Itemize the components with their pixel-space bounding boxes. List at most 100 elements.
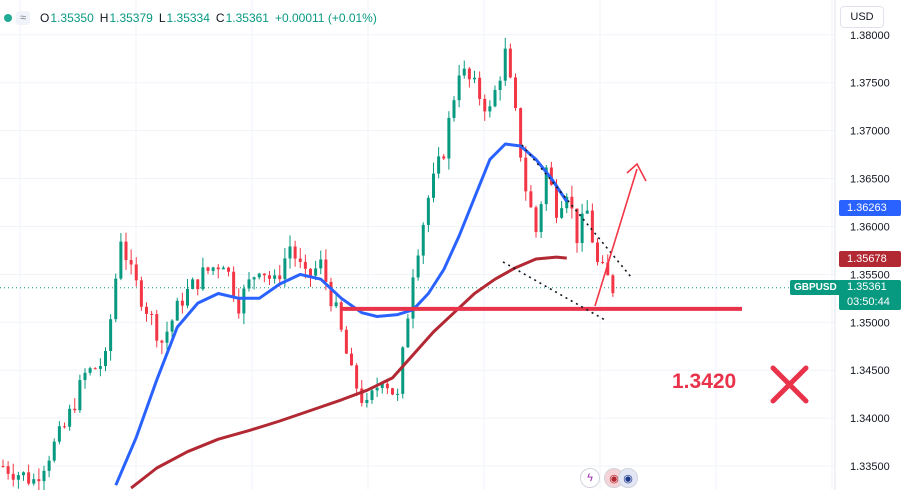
forecast-arrow-head	[626, 162, 647, 182]
candle-body	[257, 273, 261, 278]
high-value: 1.35379	[109, 11, 153, 25]
candle-body	[119, 241, 123, 279]
bar-countdown: 03:50:44	[847, 296, 890, 308]
candle-body	[462, 68, 466, 76]
candle-body	[503, 48, 507, 81]
candle-body	[268, 275, 271, 279]
indicator-toggle-button[interactable]: ≈	[16, 11, 31, 25]
candle-body	[83, 372, 87, 381]
currency-button[interactable]: USD	[840, 6, 884, 28]
candle-body	[524, 157, 528, 192]
candle-body	[575, 208, 579, 244]
ohlc-legend: ≈ O 1.35350 H 1.35379 L 1.35334 C 1.35361 +0…	[4, 9, 377, 27]
candle-body	[1, 466, 5, 468]
candle-body	[508, 48, 512, 78]
candle-body	[406, 318, 410, 348]
candle-body	[514, 77, 517, 109]
candle-body	[180, 300, 184, 306]
candle-body	[442, 156, 446, 159]
candle-body	[314, 268, 318, 276]
candle-body	[391, 388, 394, 395]
candle-body	[283, 258, 287, 280]
candle-body	[73, 408, 77, 411]
change-value: +0.00011 (+0.01%)	[274, 11, 377, 25]
candle-body	[560, 208, 564, 218]
candle-body	[227, 267, 230, 272]
candle-body	[401, 347, 405, 394]
forecast-arrow-line	[594, 168, 638, 307]
candle-body	[375, 387, 379, 391]
candle-body	[452, 100, 456, 118]
candle-body	[380, 383, 384, 388]
ma-slow-price-tag: 1.35678	[839, 251, 901, 267]
price-tick-label: 1.33500	[850, 461, 890, 473]
candle-body	[590, 210, 594, 243]
candle-body	[432, 173, 435, 198]
candle-body	[232, 271, 236, 297]
candle-body	[160, 340, 164, 343]
candle-body	[488, 106, 492, 112]
ma-fast-price-tag: 1.36263	[839, 200, 901, 216]
candle-body	[278, 275, 282, 280]
event-icons: ϟ ◉ ◉	[580, 468, 638, 488]
open-label: O	[40, 11, 50, 25]
candle-body	[555, 184, 558, 218]
candle-body	[298, 258, 302, 262]
candle-body	[339, 302, 343, 330]
uk-flag-icon[interactable]: ◉	[618, 468, 638, 488]
candle-body	[32, 479, 36, 484]
high-label: H	[99, 11, 109, 25]
price-tick-label: 1.38000	[850, 30, 890, 42]
ma-fast-line	[114, 142, 569, 486]
candle-body	[534, 207, 538, 233]
price-tick-label: 1.37000	[850, 126, 890, 138]
candle-body	[473, 77, 476, 80]
candle-body	[539, 204, 543, 233]
candle-body	[221, 267, 225, 270]
candle-body	[247, 279, 251, 289]
candle-body	[155, 314, 159, 341]
channel-lower-line	[502, 261, 605, 321]
candle-body	[129, 260, 133, 265]
candle-body	[6, 466, 10, 474]
candle-body	[63, 426, 66, 428]
candle-body	[196, 279, 200, 290]
candle-body	[344, 329, 348, 354]
candle-body	[145, 306, 148, 314]
candle-body	[596, 242, 599, 263]
candle-body	[237, 296, 241, 314]
bolt-icon[interactable]: ϟ	[580, 468, 600, 488]
price-tick-label: 1.34000	[850, 413, 890, 425]
last-price-tag: 1.35361 03:50:44	[839, 280, 901, 310]
candle-body	[252, 277, 256, 280]
candle-body	[426, 197, 430, 225]
candle-body	[585, 210, 589, 214]
candle-body	[519, 108, 523, 158]
candle-body	[242, 288, 246, 314]
candle-body	[350, 353, 353, 366]
candle-body	[273, 275, 277, 279]
candle-body	[288, 246, 292, 259]
candle-body	[570, 196, 574, 209]
candle-body	[467, 68, 471, 80]
symbol-tag: GBPUSD	[790, 280, 841, 295]
target-price-annotation: 1.3420	[672, 370, 737, 393]
price-axis: 1.38000 1.37500 1.37000 1.36500 1.36000 1.355…	[850, 30, 890, 473]
close-label: C	[215, 11, 225, 25]
candles	[1, 37, 615, 490]
candle-body	[483, 98, 487, 112]
candle-body	[170, 320, 174, 332]
candle-body	[22, 472, 25, 476]
candle-body	[201, 267, 205, 290]
candle-body	[109, 319, 113, 352]
open-value: 1.35350	[50, 11, 94, 25]
candle-body	[370, 390, 374, 400]
candle-body	[421, 224, 425, 256]
candle-body	[93, 368, 97, 370]
price-tick-label: 1.35000	[850, 317, 890, 329]
candle-body	[78, 380, 82, 411]
candle-body	[150, 313, 154, 315]
close-value: 1.35361	[225, 11, 269, 25]
candle-body	[211, 267, 215, 271]
